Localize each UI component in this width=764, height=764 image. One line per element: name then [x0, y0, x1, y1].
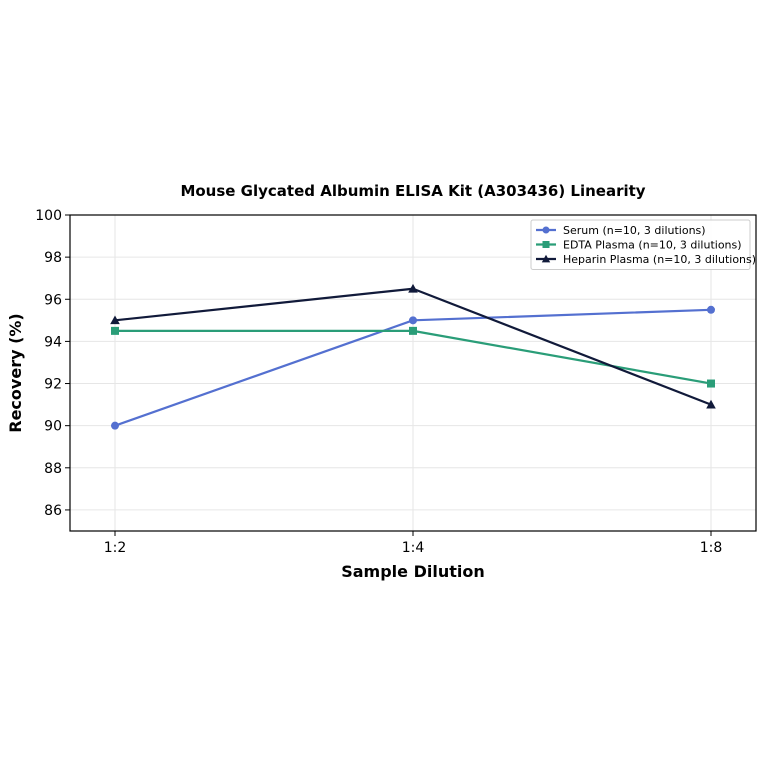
- y-tick-label: 98: [44, 250, 62, 266]
- y-tick-label: 90: [44, 419, 62, 435]
- y-tick-label: 92: [44, 377, 62, 393]
- data-point: [409, 316, 417, 325]
- legend-label: EDTA Plasma (n=10, 3 dilutions): [563, 239, 742, 252]
- data-point: [111, 421, 119, 430]
- y-tick-label: 94: [44, 334, 62, 350]
- legend-marker: [541, 254, 551, 263]
- data-point: [707, 305, 715, 314]
- series-layer: [110, 283, 716, 430]
- y-tick-label: 86: [44, 503, 62, 519]
- x-tick-label: 1:4: [402, 540, 425, 556]
- legend-label: Heparin Plasma (n=10, 3 dilutions): [563, 253, 756, 266]
- data-point: [408, 283, 418, 293]
- legend-label: Serum (n=10, 3 dilutions): [563, 224, 706, 237]
- data-point: [110, 315, 120, 325]
- legend-marker: [542, 241, 550, 248]
- y-axis-label: Recovery (%): [6, 313, 25, 432]
- x-tick-label: 1:8: [700, 540, 723, 556]
- legend-box: [530, 219, 751, 270]
- y-tick-label: 88: [44, 461, 62, 477]
- legend: Serum (n=10, 3 dilutions) EDTA Plasma (n=…: [530, 219, 756, 270]
- axes: 86 88 90 92 94 96 98 100 1:2 1:4 1:8: [35, 208, 722, 556]
- y-tick-label: 96: [44, 292, 62, 308]
- x-axis-label: Sample Dilution: [341, 562, 485, 581]
- data-point: [706, 399, 716, 409]
- data-point: [707, 379, 715, 388]
- legend-item: EDTA Plasma (n=10, 3 dilutions): [536, 239, 742, 252]
- chart-title: Mouse Glycated Albumin ELISA Kit (A30343…: [180, 182, 645, 200]
- y-tick-label: 100: [35, 208, 62, 224]
- legend-marker: [542, 226, 550, 234]
- data-point: [111, 326, 119, 335]
- x-tick-label: 1:2: [104, 540, 127, 556]
- legend-item: Heparin Plasma (n=10, 3 dilutions): [536, 253, 756, 266]
- data-point: [409, 326, 417, 335]
- series-1: [111, 305, 715, 430]
- legend-item: Serum (n=10, 3 dilutions): [536, 224, 706, 237]
- series-3: [110, 283, 716, 409]
